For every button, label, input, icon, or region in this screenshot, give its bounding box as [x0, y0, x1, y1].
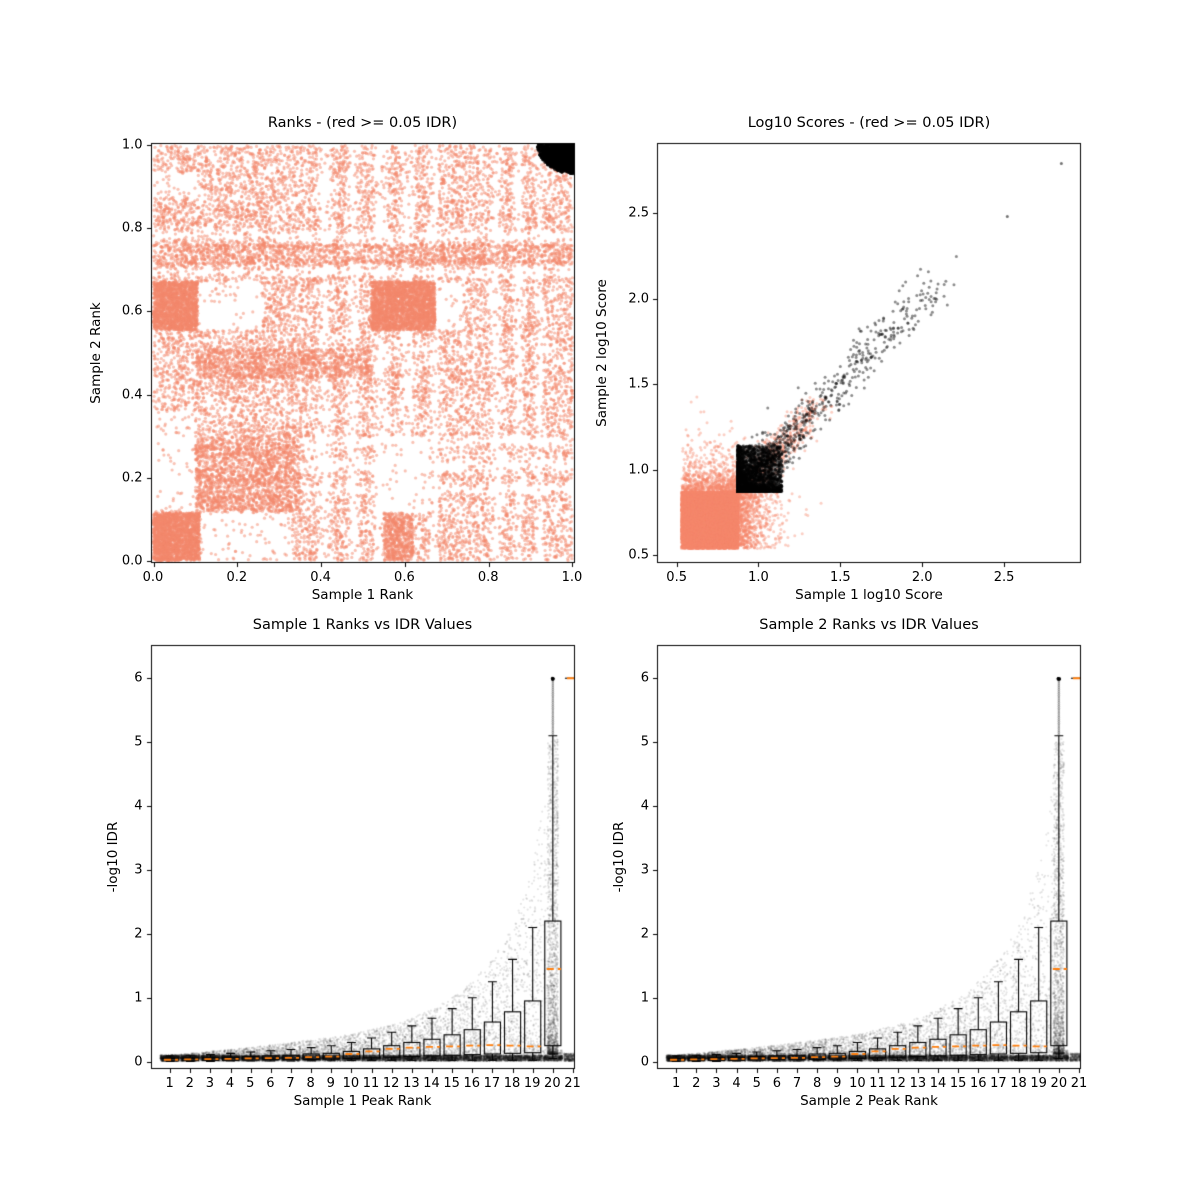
- y-axis-label: -log10 IDR: [611, 821, 627, 893]
- x-tick-label: 1: [165, 1076, 174, 1091]
- x-tick-label: 10: [342, 1076, 360, 1091]
- x-tick-label: 13: [403, 1076, 420, 1091]
- sample2-rank-idr-plot-canvas: [647, 635, 1091, 1079]
- y-tick-label: 1: [640, 990, 649, 1006]
- y-tick-label: 4: [134, 798, 143, 814]
- x-axis-label: Sample 2 Peak Rank: [800, 1093, 938, 1109]
- x-tick-label: 12: [382, 1076, 400, 1091]
- x-tick-label: 17: [483, 1076, 501, 1091]
- x-tick-label: 16: [463, 1076, 481, 1091]
- x-tick-label: 2.0: [911, 570, 933, 585]
- x-tick-label: 21: [564, 1076, 581, 1091]
- ranks-scatter-plot-canvas: [140, 133, 585, 573]
- x-tick-label: 0.0: [142, 570, 164, 585]
- y-tick-label: 2.5: [628, 205, 649, 221]
- y-tick-label: 5: [134, 734, 143, 750]
- y-tick-label: 1.0: [121, 137, 143, 153]
- x-tick-label: 15: [949, 1076, 967, 1091]
- y-tick-label: 1.5: [628, 376, 649, 392]
- x-tick-label: 12: [889, 1076, 906, 1091]
- plot-title: Sample 2 Ranks vs IDR Values: [759, 617, 979, 633]
- x-tick-label: 2: [692, 1076, 701, 1091]
- x-tick-label: 15: [443, 1076, 460, 1091]
- x-tick-label: 0.5: [666, 570, 687, 585]
- x-tick-label: 7: [286, 1076, 295, 1091]
- x-tick-label: 11: [869, 1076, 886, 1091]
- x-tick-label: 11: [362, 1076, 380, 1091]
- x-tick-label: 8: [812, 1076, 822, 1091]
- y-tick-label: 0.6: [121, 303, 143, 319]
- x-tick-label: 0.4: [310, 570, 331, 585]
- x-tick-label: 13: [909, 1076, 927, 1091]
- x-tick-label: 20: [1050, 1076, 1068, 1091]
- y-tick-label: 2: [134, 926, 143, 942]
- x-axis-label: Sample 1 log10 Score: [795, 587, 943, 603]
- x-tick-label: 1: [671, 1076, 681, 1091]
- x-tick-label: 5: [752, 1076, 761, 1091]
- y-tick-label: 5: [640, 734, 649, 750]
- x-tick-label: 19: [1030, 1076, 1047, 1091]
- x-tick-label: 3: [712, 1076, 721, 1091]
- y-tick-label: 0.5: [628, 547, 649, 563]
- x-tick-label: 21: [1070, 1076, 1088, 1091]
- y-tick-label: 0.0: [121, 553, 143, 568]
- x-tick-label: 18: [503, 1076, 521, 1091]
- x-tick-label: 14: [929, 1076, 947, 1091]
- y-tick-label: 0.2: [121, 470, 143, 485]
- y-tick-label: 0.8: [121, 220, 143, 236]
- x-tick-label: 4: [225, 1076, 235, 1091]
- sample1-rank-idr-plot-canvas: [140, 635, 585, 1079]
- x-axis-label: Sample 1 Peak Rank: [293, 1093, 432, 1109]
- x-tick-label: 5: [246, 1076, 255, 1091]
- y-tick-label: 6: [640, 670, 649, 686]
- y-tick-label: 0: [640, 1054, 649, 1070]
- y-tick-label: 0.4: [121, 387, 143, 402]
- y-tick-label: 0: [134, 1054, 143, 1070]
- x-tick-label: 8: [306, 1076, 315, 1091]
- plot-title: Log10 Scores - (red >= 0.05 IDR): [747, 115, 991, 131]
- x-tick-label: 20: [544, 1076, 561, 1091]
- y-tick-label: 1.0: [628, 462, 649, 478]
- x-tick-label: 10: [849, 1076, 866, 1091]
- y-tick-label: 3: [640, 862, 649, 878]
- x-tick-label: 1.0: [748, 570, 769, 585]
- y-tick-label: 2.0: [628, 291, 649, 307]
- x-tick-label: 7: [792, 1076, 802, 1091]
- x-tick-label: 0.2: [226, 570, 248, 585]
- x-tick-label: 17: [990, 1076, 1007, 1091]
- y-tick-label: 6: [134, 670, 143, 686]
- plot-title: Sample 1 Ranks vs IDR Values: [252, 617, 473, 633]
- x-tick-label: 4: [732, 1076, 741, 1091]
- x-tick-label: 6: [772, 1076, 781, 1091]
- x-tick-label: 2.5: [993, 570, 1015, 585]
- x-tick-label: 9: [833, 1076, 842, 1091]
- y-tick-label: 1: [134, 990, 143, 1006]
- x-tick-label: 14: [423, 1076, 440, 1091]
- plot-title: Ranks - (red >= 0.05 IDR): [267, 115, 458, 131]
- x-tick-label: 2: [185, 1076, 194, 1091]
- y-tick-label: 3: [134, 862, 143, 878]
- x-tick-label: 3: [205, 1076, 215, 1091]
- y-tick-label: 2: [640, 926, 649, 942]
- x-tick-label: 16: [969, 1076, 987, 1091]
- x-tick-label: 6: [266, 1076, 275, 1091]
- x-tick-label: 0.6: [394, 570, 415, 585]
- x-tick-label: 19: [523, 1076, 541, 1091]
- x-tick-label: 1.0: [561, 570, 583, 585]
- x-tick-label: 18: [1010, 1076, 1027, 1091]
- y-tick-label: 4: [640, 798, 649, 814]
- x-tick-label: 1.5: [830, 570, 851, 585]
- x-tick-label: 9: [326, 1076, 335, 1091]
- scores-scatter-plot-canvas: [647, 133, 1091, 573]
- x-tick-label: 0.8: [477, 570, 499, 585]
- x-axis-label: Sample 1 Rank: [311, 587, 414, 603]
